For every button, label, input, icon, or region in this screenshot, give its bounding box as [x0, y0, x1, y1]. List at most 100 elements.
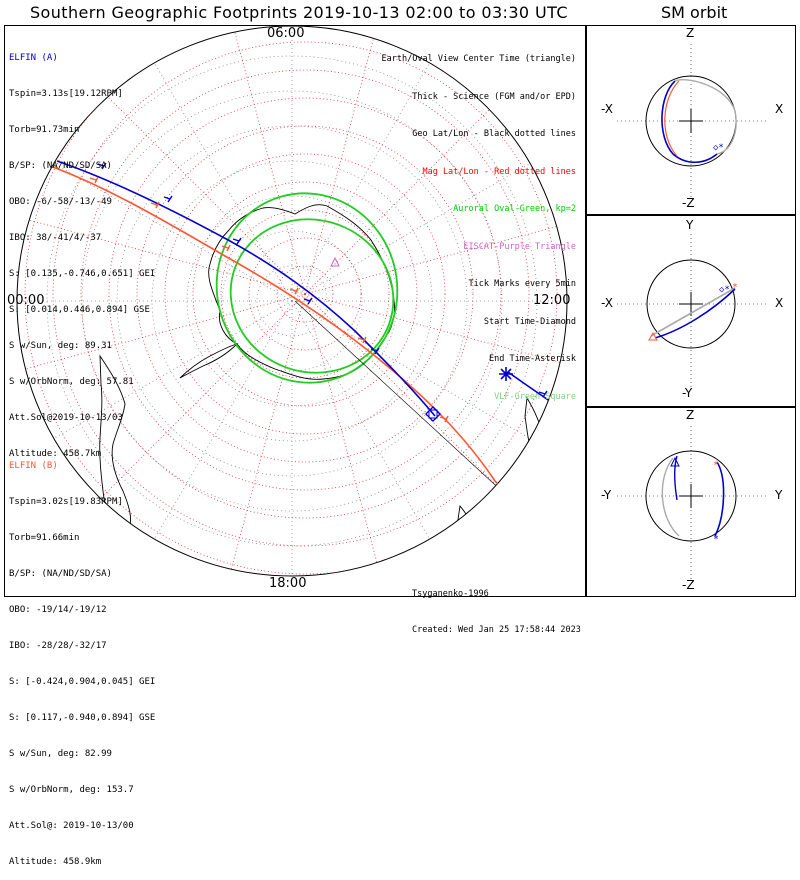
elfin-a-line: Altitude: 458.7km [9, 449, 102, 459]
geo-longitude-line [126, 26, 293, 302]
mag-latitude-circle [80, 69, 530, 519]
mag-latitude-circle [52, 41, 558, 547]
elfin-b-line: IBO: -28/28/-32/17 [9, 641, 107, 651]
elfin-b-info: ELFIN (B) Tspin=3.02s[19.83RPM] Torb=91.… [9, 436, 155, 880]
sm3-left-label: -Y [601, 488, 612, 502]
elfin-b-line: OBO: -19/14/-19/12 [9, 605, 107, 615]
sm2-left-label: -X [601, 296, 613, 310]
sm-yz-marker-b: * [713, 460, 719, 471]
sm-xy-back [650, 287, 736, 337]
sm-panel-xz: ◇* Z -Z -X X [586, 25, 796, 215]
eiscat-triangle [330, 256, 340, 267]
sm-orbit-title: SM orbit [661, 3, 728, 22]
elfin-a-ticks [97, 162, 548, 398]
mag-grid [17, 26, 567, 576]
geo-latitude-circle [81, 90, 503, 512]
footprint-map: 06:00 00:00 12:00 18:00 [4, 25, 586, 597]
sm1-right-label: X [775, 102, 784, 116]
sm2-right-label: X [775, 296, 784, 310]
sm-yz-elfin-a-2 [674, 455, 678, 501]
mag-latitude-circle [276, 265, 334, 323]
auroral-oval-poleward [215, 192, 399, 384]
elfin-a-info: ELFIN (A) Tspin=3.13s[19.12RPM] Torb=91.… [9, 28, 155, 472]
geo-longitude-line [291, 135, 567, 302]
elfin-b-line: B/SP: (NA/ND/SD/SA) [9, 569, 112, 579]
sm-xz-marker: ◇* [713, 143, 724, 153]
mag-latitude-circle [108, 97, 502, 491]
elfin-b-line: S w/OrbNorm, deg: 153.7 [9, 785, 134, 795]
geo-latitude-circle [116, 125, 468, 477]
legend-item: Geo Lat/Lon - Black dotted lines [412, 129, 576, 139]
sm-xz-elfin-b [664, 80, 680, 157]
sm-panel-yz-svg: * * [617, 426, 767, 580]
mag-longitude-line [304, 53, 546, 295]
plot-title: Southern Geographic Footprints 2019-10-1… [30, 3, 568, 22]
map-boundary [16, 26, 568, 577]
auroral-oval-equatorward [229, 218, 395, 374]
time-label-top: 06:00 [267, 26, 305, 41]
mag-latitude-circle [248, 237, 362, 351]
geo-longitude-line [17, 300, 293, 467]
elfin-a-track-tail [507, 371, 558, 407]
legend-item: Auroral Oval-Green, kp=2 [453, 204, 576, 214]
elfin-a-line: S: [0.135,-0.746,0.651] GEI [9, 269, 156, 279]
legend-item: Earth/Oval View Center Time (triangle) [381, 54, 576, 64]
created-timestamp: Created: Wed Jan 25 17:58:44 2023 [412, 625, 581, 635]
mag-latitude-circle [136, 125, 474, 463]
sm-panel-xz-svg: ◇* [617, 44, 767, 198]
elfin-b-line: S: [0.117,-0.940,0.894] GSE [9, 713, 156, 723]
geo-latitude-circle [256, 265, 328, 337]
antarctica-coastline [208, 204, 395, 380]
sm-xy-elfin-a [654, 288, 736, 339]
model-credit: Tsyganenko-1996 [412, 589, 489, 599]
elfin-a-track [56, 160, 436, 417]
sm-xy-elfin-b-triangle [648, 331, 658, 341]
polar-map-svg [16, 26, 568, 577]
elfin-b-line: Altitude: 458.9km [9, 857, 102, 867]
sm3-top-label: Z [686, 408, 695, 422]
elfin-b-name: ELFIN (B) [9, 461, 58, 471]
geo-longitude-line [291, 26, 458, 302]
elfin-a-line: S w/Sun, deg: 89.31 [9, 341, 112, 351]
time-label-left: 00:00 [7, 293, 45, 308]
sm1-left-label: -X [601, 102, 613, 116]
sm-xy-marker-b: * [732, 282, 738, 293]
elfin-a-line: IBO: 38/-41/4/-37 [9, 233, 102, 243]
sm2-top-label: Y [686, 218, 694, 232]
sm-yz-triangle [670, 456, 680, 467]
geo-latitude-circle [221, 230, 363, 372]
elfin-a-line: Torb=91.73min [9, 125, 80, 135]
elfin-b-track [49, 165, 506, 492]
legend: Earth/Oval View Center Time (triangle) T… [382, 28, 576, 416]
geo-longitude-line [17, 135, 293, 302]
sm-yz-back [661, 457, 680, 537]
elfin-a-line: S: [0.014,0.446,0.894] GSE [9, 305, 150, 315]
elfin-a-line: S w/OrbNorm, deg: 57.81 [9, 377, 134, 387]
legend-item: Mag Lat/Lon - Red dotted lines [422, 166, 576, 177]
legend-item: Thick - Science (FGM and/or EPD) [412, 91, 576, 102]
legend-item: Tick Marks every 5min [468, 279, 576, 289]
legend-item: EISCAT-Purple Triangle [463, 241, 576, 252]
mag-longitude-line [17, 205, 306, 295]
mag-latitude-circle [24, 26, 567, 575]
mag-latitude-circle [164, 153, 446, 435]
elfin-b-line: Tspin=3.02s[19.83RPM] [9, 497, 123, 507]
mag-longitude-line [64, 293, 306, 535]
time-label-bottom: 18:00 [269, 576, 307, 591]
mag-longitude-line [304, 205, 567, 295]
elfin-a-line: OBO: -6/-58/-13/-49 [9, 197, 112, 207]
mag-longitude-line [304, 26, 394, 295]
sm-panel-yz: * * Z -Z -Y Y [586, 407, 796, 597]
antarctic-peninsula [179, 343, 239, 379]
sm-yz-elfin-a [714, 461, 725, 537]
mag-longitude-line [216, 293, 306, 576]
sm-xz-elfin-a-back [674, 79, 737, 155]
sm3-bottom-label: -Z [682, 578, 695, 592]
geo-longitude-line [291, 300, 567, 467]
sm1-top-label: Z [686, 26, 695, 40]
geo-grid [17, 26, 567, 576]
sm-panel-xy-svg: ◇* * [617, 234, 767, 390]
sm-panel-xy: ◇* * Y -Y -X X [586, 215, 796, 407]
sm3-right-label: Y [775, 488, 783, 502]
elfin-a-line: Tspin=3.13s[19.12RPM] [9, 89, 123, 99]
